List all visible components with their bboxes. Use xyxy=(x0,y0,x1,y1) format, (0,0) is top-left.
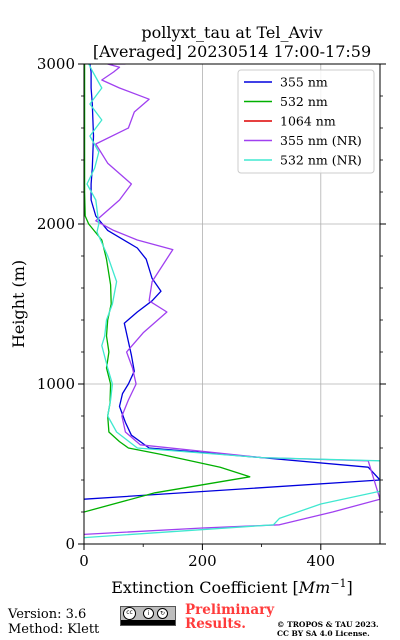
share-alike-icon: ↻ xyxy=(157,608,168,619)
chart-title-line-1: pollyxt_tau at Tel_Aviv xyxy=(141,23,322,42)
attribution-icon: i xyxy=(143,608,154,619)
preliminary-results-notice: Preliminary Results. xyxy=(185,603,274,631)
legend-label-1: 532 nm xyxy=(280,94,328,109)
legend-label-4: 532 nm (NR) xyxy=(280,153,362,168)
cc-license-badge: cc i ↻ xyxy=(120,606,176,626)
legend-box xyxy=(237,69,375,174)
preliminary-line-2: Results. xyxy=(185,616,246,632)
y-tick-label: 0 xyxy=(65,535,75,553)
plot-area xyxy=(83,63,381,545)
y-axis-label: Height (m) xyxy=(9,260,28,348)
y-tick-label: 2000 xyxy=(37,215,75,233)
x-tick-label: 400 xyxy=(306,552,335,570)
method-text: Method: Klett xyxy=(8,622,100,637)
x-axis-label: Extinction Coefficient [Mm−1] xyxy=(111,577,353,597)
series-layer xyxy=(84,64,380,539)
tick-layer: 0 200 400 0 1000 2000 3000 xyxy=(37,55,386,570)
x-tick-label: 0 xyxy=(79,552,89,570)
series-line-1 xyxy=(84,64,251,513)
y-tick-label: 1000 xyxy=(37,375,75,393)
legend: 355 nm 532 nm 1064 nm 355 nm (NR) 532 nm (NR… xyxy=(237,69,375,174)
series-line-4 xyxy=(84,64,380,539)
chart-title-line-2: [Averaged] 20230514 17:00-17:59 xyxy=(93,42,371,61)
x-tick-label: 200 xyxy=(188,552,217,570)
legend-label-0: 355 nm xyxy=(280,75,328,90)
legend-label-3: 355 nm (NR) xyxy=(280,133,362,148)
license-line-2: CC BY SA 4.0 License. xyxy=(277,629,370,638)
legend-label-2: 1064 nm xyxy=(280,114,336,129)
y-tick-label: 3000 xyxy=(37,55,75,73)
version-text: Version: 3.6 xyxy=(8,607,87,622)
series-line-0 xyxy=(84,64,380,500)
preliminary-line-1: Preliminary xyxy=(185,602,275,618)
license-notice: © TROPOS & TAU 2023. CC BY SA 4.0 Licens… xyxy=(277,620,379,638)
cc-icon: cc xyxy=(123,607,136,620)
license-line-1: © TROPOS & TAU 2023. xyxy=(277,620,379,629)
